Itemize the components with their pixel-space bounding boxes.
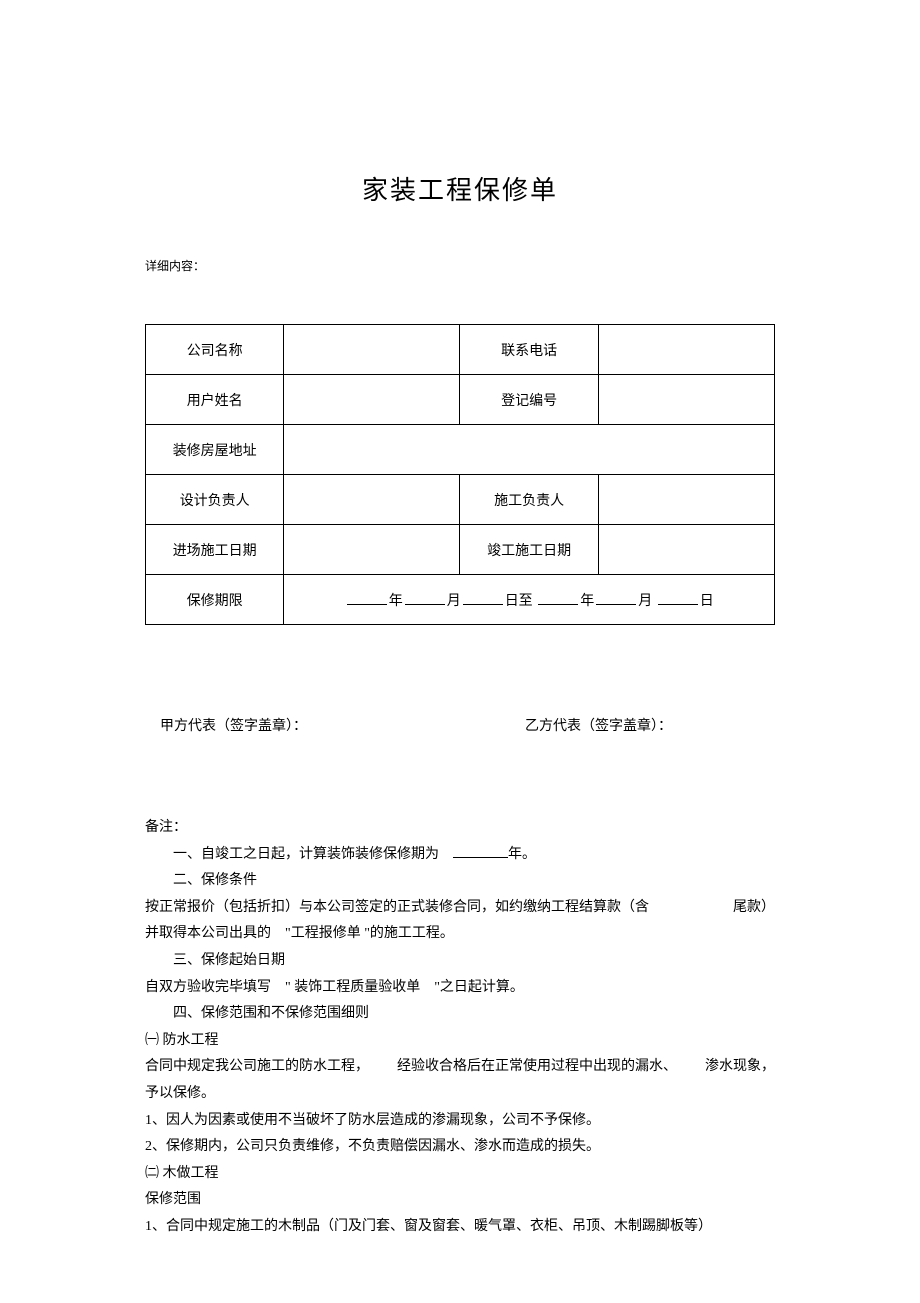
notes-sec1-line2: 予以保修。 [145, 1081, 775, 1108]
notes-header: 备注： [145, 815, 775, 842]
table-row: 进场施工日期 竣工施工日期 [146, 525, 775, 575]
notes-item2: 二、保修条件 [145, 868, 775, 895]
company-name-label: 公司名称 [146, 325, 284, 375]
notes-item2-line2: 并取得本公司出具的 "工程报修单 "的施工工程。 [145, 921, 775, 948]
page-title: 家装工程保修单 [145, 170, 775, 207]
notes-sec1-pt1: 1、因人为因素或使用不当破坏了防水层造成的渗漏现象，公司不予保修。 [145, 1108, 775, 1135]
design-lead-label: 设计负责人 [146, 475, 284, 525]
sec1-line1b: 经验收合格后在正常使用过程中出现的漏水、 [397, 1054, 677, 1081]
warranty-period-cell: 年 月 日至 年 月 日 [284, 575, 775, 625]
address-label: 装修房屋地址 [146, 425, 284, 475]
blank-year1 [347, 591, 387, 605]
page-container: 家装工程保修单 详细内容： 公司名称 联系电话 用户姓名 登记编号 装修房屋地址… [0, 0, 920, 1301]
party-a-signature: 甲方代表（签字盖章）： [160, 715, 395, 735]
item1-prefix: 一、自竣工之日起，计算装饰装修保修期为 [173, 847, 439, 862]
user-name-label: 用户姓名 [146, 375, 284, 425]
item2-line1a: 按正常报价（包括折扣）与本公司签定的正式装修合同，如约缴纳工程结算款（含 [145, 895, 649, 922]
day2-text: 日 [700, 594, 714, 609]
party-b-signature: 乙方代表（签字盖章）： [395, 715, 760, 735]
blank-month1 [405, 591, 445, 605]
blank-year2 [538, 591, 578, 605]
warranty-form-table: 公司名称 联系电话 用户姓名 登记编号 装修房屋地址 设计负责人 施工负责人 进… [145, 324, 775, 625]
notes-item1: 一、自竣工之日起，计算装饰装修保修期为 年。 [145, 842, 775, 869]
user-name-value [284, 375, 460, 425]
warranty-label: 保修期限 [146, 575, 284, 625]
construct-lead-value [598, 475, 774, 525]
signatures-row: 甲方代表（签字盖章）： 乙方代表（签字盖章）： [145, 715, 775, 735]
table-row: 保修期限 年 月 日至 年 月 日 [146, 575, 775, 625]
notes-item3-line1: 自双方验收完毕填写 " 装饰工程质量验收单 "之日起计算。 [145, 975, 775, 1002]
start-date-value [284, 525, 460, 575]
sec1-line1a: 合同中规定我公司施工的防水工程， [145, 1054, 369, 1081]
reg-no-value [598, 375, 774, 425]
notes-item4: 四、保修范围和不保修范围细则 [145, 1001, 775, 1028]
subtitle: 详细内容： [145, 257, 775, 274]
notes-item2-line1: 按正常报价（包括折扣）与本公司签定的正式装修合同，如约缴纳工程结算款（含 尾款） [145, 895, 775, 922]
notes-sec1-pt2: 2、保修期内，公司只负责维修，不负责赔偿因漏水、渗水而造成的损失。 [145, 1134, 775, 1161]
construct-lead-label: 施工负责人 [460, 475, 598, 525]
notes-sec2-pt1: 1、合同中规定施工的木制品（门及门套、窗及窗套、暖气罩、衣柜、吊顶、木制踢脚板等… [145, 1214, 775, 1241]
item1-suffix: 年。 [508, 847, 536, 862]
year2-text: 年 [580, 594, 594, 609]
table-row: 装修房屋地址 [146, 425, 775, 475]
blank-month2 [596, 591, 636, 605]
dayto-text: 日至 [505, 594, 533, 609]
table-row: 公司名称 联系电话 [146, 325, 775, 375]
phone-label: 联系电话 [460, 325, 598, 375]
notes-sec2-line1: 保修范围 [145, 1187, 775, 1214]
phone-value [598, 325, 774, 375]
notes-sec1: ㈠ 防水工程 [145, 1028, 775, 1055]
notes-section: 备注： 一、自竣工之日起，计算装饰装修保修期为 年。 二、保修条件 按正常报价（… [145, 815, 775, 1241]
notes-sec1-line1: 合同中规定我公司施工的防水工程， 经验收合格后在正常使用过程中出现的漏水、 渗水… [145, 1054, 775, 1081]
item1-blank [453, 844, 508, 858]
address-value [284, 425, 775, 475]
notes-item3: 三、保修起始日期 [145, 948, 775, 975]
year1-text: 年 [389, 594, 403, 609]
month2-text: 月 [638, 594, 652, 609]
table-row: 设计负责人 施工负责人 [146, 475, 775, 525]
design-lead-value [284, 475, 460, 525]
company-name-value [284, 325, 460, 375]
sec1-line1c: 渗水现象， [705, 1054, 775, 1081]
item2-line1b: 尾款） [733, 895, 775, 922]
blank-day1 [463, 591, 503, 605]
month1-text: 月 [447, 594, 461, 609]
start-date-label: 进场施工日期 [146, 525, 284, 575]
end-date-value [598, 525, 774, 575]
end-date-label: 竣工施工日期 [460, 525, 598, 575]
table-row: 用户姓名 登记编号 [146, 375, 775, 425]
notes-sec2: ㈡ 木做工程 [145, 1161, 775, 1188]
blank-day2 [658, 591, 698, 605]
reg-no-label: 登记编号 [460, 375, 598, 425]
